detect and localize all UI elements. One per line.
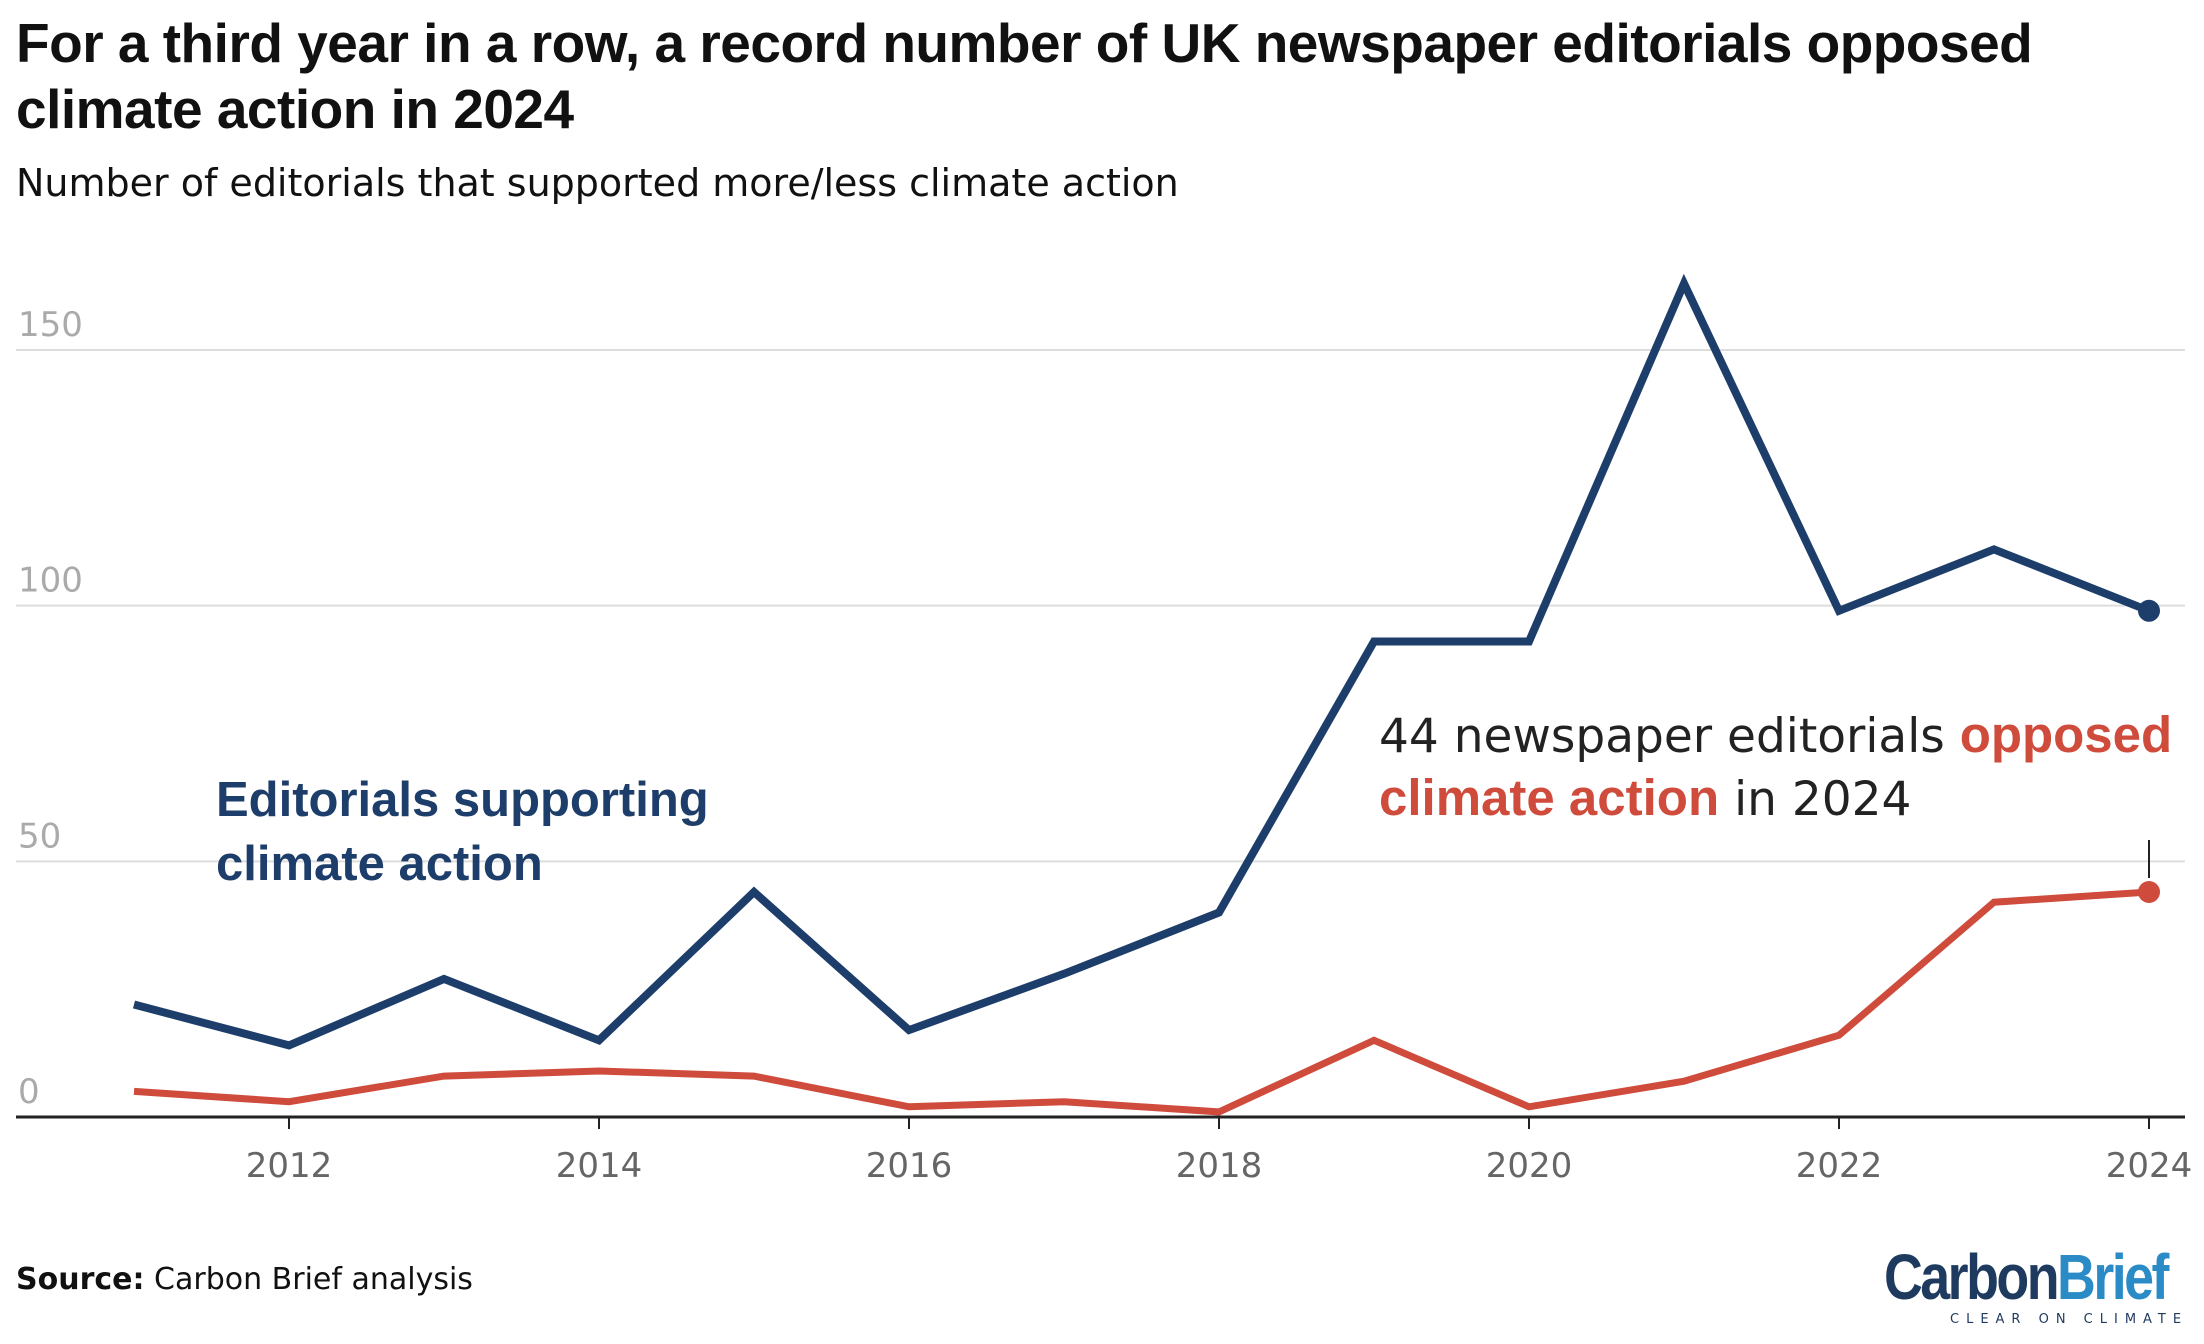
annotation-plain-text: 44 newspaper editorials: [1379, 709, 1960, 764]
annotation-highlight-text: climate action: [1379, 769, 1719, 826]
x-tick-label-2018: 2018: [1176, 1146, 1263, 1186]
y-tick-label-50: 50: [18, 816, 61, 856]
series-line-opposing: [133, 888, 2150, 1116]
logo-brief: Brief: [2057, 1241, 2169, 1313]
series-label-supporting-line-2: climate action: [216, 837, 543, 891]
logo-wordmark: CarbonBrief: [1884, 1241, 2169, 1313]
logo-tagline: CLEAR ON CLIMATE: [1950, 1312, 2189, 1327]
carbon-brief-logo: CarbonBrief CLEAR ON CLIMATE: [1884, 1244, 2194, 1334]
x-tick-label-2016: 2016: [866, 1146, 953, 1186]
source-label: Source:: [16, 1262, 145, 1297]
annotation-highlight-text: opposed: [1960, 706, 2173, 763]
x-tick-label-2012: 2012: [246, 1146, 333, 1186]
x-tick-label-2024: 2024: [2106, 1146, 2193, 1186]
y-tick-label-150: 150: [18, 305, 83, 345]
line-chart: 0 50 100 150 2012 2014 2016 2018 2020 2022 2024 Edi…: [16, 273, 2193, 1186]
y-tick-label-100: 100: [18, 561, 83, 601]
logo-carbon: Carbon: [1884, 1241, 2060, 1313]
source-text: Carbon Brief analysis: [154, 1262, 473, 1297]
annotation-line-1: 44 newspaper editorials opposed: [1379, 706, 2172, 764]
series-end-point-opposing: [2138, 881, 2160, 904]
chart-subtitle: Number of editorials that supported more…: [16, 161, 1179, 205]
annotation-line-2: climate action in 2024: [1379, 769, 1911, 827]
series-label-supporting-line-1: Editorials supporting: [216, 773, 709, 827]
series-end-point-supporting: [2138, 599, 2160, 622]
x-tick-label-2020: 2020: [1486, 1146, 1573, 1186]
chart-title: For a third year in a row, a record numb…: [16, 12, 2033, 140]
annotation-plain-text: in 2024: [1719, 772, 1911, 827]
series-line-supporting: [132, 273, 2151, 1050]
x-tick-label-2022: 2022: [1796, 1146, 1883, 1186]
y-tick-label-0: 0: [18, 1072, 40, 1112]
source-note: Source: Carbon Brief analysis: [16, 1260, 473, 1300]
x-tick-label-2014: 2014: [556, 1146, 643, 1186]
